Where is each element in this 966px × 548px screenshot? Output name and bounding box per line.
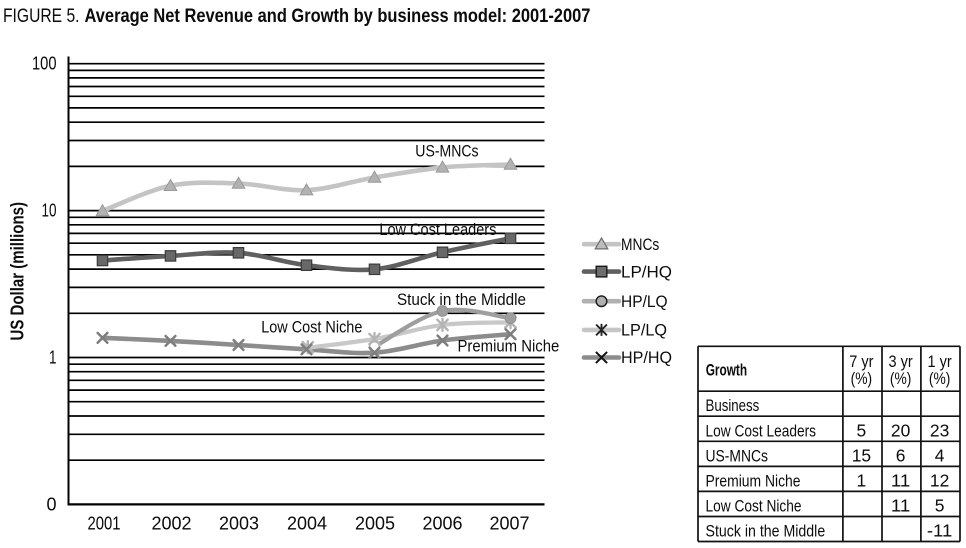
svg-text:Premium Niche: Premium Niche	[458, 338, 560, 356]
svg-text:Low Cost Niche: Low Cost Niche	[706, 498, 802, 516]
svg-text:(%): (%)	[890, 370, 912, 388]
svg-text:23: 23	[930, 420, 949, 440]
svg-text:US Dollar (millions): US Dollar (millions)	[8, 202, 28, 341]
svg-text:Growth: Growth	[706, 362, 747, 380]
svg-text:5: 5	[857, 420, 867, 440]
svg-text:1: 1	[857, 470, 867, 490]
svg-text:2001: 2001	[88, 513, 121, 534]
svg-text:11: 11	[891, 496, 910, 516]
svg-text:2007: 2007	[490, 513, 530, 534]
svg-text:2004: 2004	[287, 513, 327, 534]
svg-text:Stuck in the Middle: Stuck in the Middle	[397, 291, 526, 309]
svg-text:15: 15	[852, 445, 871, 465]
svg-text:2006: 2006	[423, 513, 463, 534]
svg-text:1: 1	[49, 348, 57, 368]
svg-text:2003: 2003	[219, 513, 259, 534]
svg-text:4: 4	[935, 445, 945, 465]
svg-text:5: 5	[935, 496, 945, 516]
svg-text:12: 12	[930, 470, 949, 490]
svg-text:US-MNCs: US-MNCs	[706, 447, 769, 465]
svg-text:Stuck in the Middle: Stuck in the Middle	[706, 523, 826, 541]
svg-text:MNCs: MNCs	[621, 235, 659, 254]
svg-text:LP/LQ: LP/LQ	[621, 321, 667, 340]
svg-text:100: 100	[32, 54, 57, 74]
svg-text:3 yr: 3 yr	[889, 353, 914, 371]
svg-text:2005: 2005	[355, 513, 395, 534]
svg-text:FIGURE 5.Average Net Revenue a: FIGURE 5. Average Net Revenue and Growth …	[3, 5, 590, 27]
svg-text:HP/HQ: HP/HQ	[621, 348, 672, 367]
svg-text:(%): (%)	[929, 370, 951, 388]
svg-text:Low Cost Leaders: Low Cost Leaders	[706, 422, 817, 440]
svg-text:(%): (%)	[851, 370, 873, 388]
svg-text:HP/LQ: HP/LQ	[621, 292, 668, 311]
svg-text:Premium Niche: Premium Niche	[706, 472, 801, 490]
svg-text:Low Cost Niche: Low Cost Niche	[261, 319, 362, 337]
svg-text:-11: -11	[927, 521, 952, 541]
svg-text:1 yr: 1 yr	[928, 353, 953, 371]
svg-text:US-MNCs: US-MNCs	[415, 142, 478, 160]
svg-text:6: 6	[896, 445, 906, 465]
svg-text:Business: Business	[706, 397, 760, 415]
svg-text:Low Cost Leaders: Low Cost Leaders	[379, 221, 496, 239]
svg-text:11: 11	[891, 470, 910, 490]
svg-text:7 yr: 7 yr	[849, 353, 874, 371]
svg-text:2002: 2002	[152, 513, 192, 534]
svg-text:20: 20	[891, 420, 911, 440]
svg-text:0: 0	[47, 494, 57, 514]
svg-text:10: 10	[42, 201, 57, 221]
svg-text:LP/HQ: LP/HQ	[621, 262, 672, 281]
